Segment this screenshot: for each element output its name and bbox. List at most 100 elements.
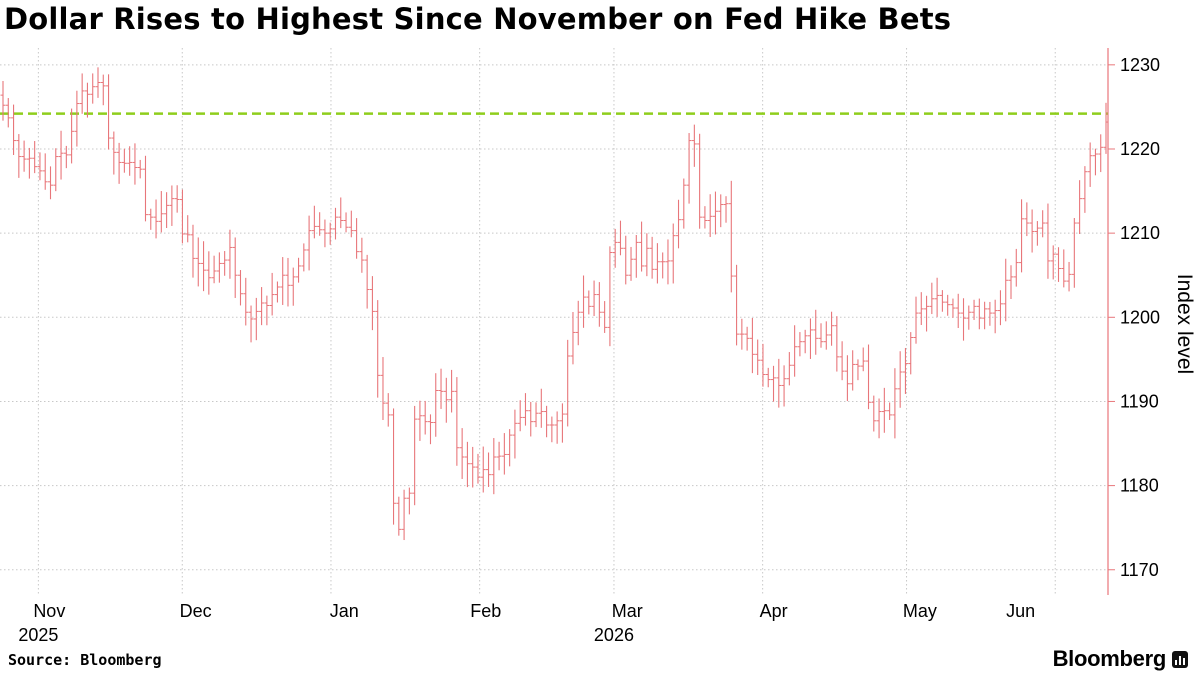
- ohlc-bar: [860, 347, 866, 372]
- ohlc-bar: [586, 290, 592, 315]
- ohlc-bar: [1050, 245, 1056, 280]
- ohlc-bar: [343, 212, 349, 233]
- ohlc-bar: [443, 377, 449, 423]
- ohlc-bar: [1071, 217, 1077, 288]
- ohlc-bar: [1098, 134, 1104, 173]
- ohlc-bar: [1066, 261, 1072, 292]
- y-axis-title: Index level: [1173, 274, 1196, 374]
- ohlc-bar: [522, 393, 528, 426]
- ohlc-bar: [359, 237, 365, 273]
- ohlc-bar: [892, 368, 898, 439]
- ohlc-bar: [918, 292, 924, 325]
- ohlc-bar: [285, 257, 291, 307]
- ohlc-bar: [137, 159, 143, 179]
- ohlc-bar: [697, 133, 703, 229]
- ohlc-bar: [132, 143, 138, 185]
- ohlc-bar: [897, 351, 903, 408]
- x-tick-label: May: [903, 601, 937, 621]
- ohlc-bar: [786, 352, 792, 386]
- ohlc-bar: [966, 305, 972, 330]
- x-year-label: 2026: [594, 625, 634, 645]
- x-tick-label: Jan: [330, 601, 359, 621]
- ohlc-bar: [639, 221, 645, 272]
- ohlc-bar: [243, 277, 249, 326]
- ohlc-bar: [274, 281, 280, 303]
- ohlc-bar: [612, 228, 618, 268]
- ohlc-bar: [164, 192, 170, 229]
- ohlc-bar: [939, 290, 945, 312]
- y-tick-label: 1170: [1120, 560, 1159, 580]
- y-tick-label: 1180: [1120, 476, 1159, 496]
- ohlc-bar: [427, 414, 433, 445]
- x-tick-label: Nov: [33, 601, 65, 621]
- ohlc-bar: [406, 487, 412, 515]
- ohlc-bar: [507, 429, 513, 467]
- x-year-label: 2025: [18, 625, 58, 645]
- ohlc-bar: [876, 398, 882, 439]
- brand-name: Bloomberg: [1052, 646, 1167, 671]
- ohlc-bar: [950, 298, 956, 318]
- ohlc-bar: [11, 104, 17, 155]
- ohlc-bar: [707, 194, 713, 238]
- ohlc-bar: [866, 344, 872, 410]
- ohlc-bar: [480, 446, 486, 493]
- ohlc-bar: [797, 332, 803, 357]
- ohlc-bar: [190, 224, 196, 278]
- ohlc-bar: [654, 243, 660, 284]
- ohlc-bar: [1045, 203, 1051, 279]
- ohlc-bar: [422, 400, 428, 435]
- ohlc-bar: [32, 141, 38, 174]
- ohlc-bar: [26, 147, 32, 179]
- ohlc-bar: [855, 359, 861, 381]
- ohlc-bar: [317, 212, 323, 236]
- ohlc-bar: [850, 350, 856, 391]
- bloomberg-terminal-icon: [1172, 650, 1188, 668]
- ohlc-bar: [549, 416, 555, 443]
- ohlc-bar: [464, 441, 470, 488]
- ohlc-bar: [95, 67, 101, 98]
- ohlc-bar: [823, 321, 829, 350]
- ohlc-bar: [676, 199, 682, 249]
- ohlc-bar: [174, 185, 180, 213]
- ohlc-bar: [79, 73, 85, 114]
- ohlc-bar: [744, 326, 750, 351]
- ohlc-bar: [596, 282, 602, 327]
- ohlc-bar: [195, 237, 201, 287]
- x-tick-label: Mar: [612, 601, 643, 621]
- ohlc-bar: [512, 409, 518, 459]
- ohlc-bar: [449, 369, 455, 413]
- ohlc-bar: [301, 243, 307, 272]
- ohlc-bar: [1019, 199, 1025, 273]
- ohlc-bar: [486, 452, 492, 487]
- ohlc-bar: [1024, 202, 1030, 237]
- ohlc-bar: [306, 215, 312, 271]
- ohlc-bar: [728, 180, 734, 293]
- ohlc-bar: [0, 80, 6, 121]
- ohlc-bar: [121, 148, 127, 173]
- ohlc-bar: [575, 300, 581, 346]
- y-axis: 1170 1180 1190 1200 1210 1220 1230: [1107, 48, 1160, 595]
- ohlc-bar: [839, 341, 845, 381]
- ohlc-bar: [222, 251, 228, 276]
- ohlc-bar: [945, 294, 951, 316]
- y-tick-label: 1200: [1120, 307, 1160, 327]
- ohlc-bar: [691, 124, 697, 167]
- ohlc-bar: [660, 252, 666, 279]
- ohlc-bar: [997, 290, 1003, 326]
- ohlc-bar: [37, 152, 43, 181]
- ohlc-bar: [628, 246, 634, 281]
- x-tick-label: Apr: [760, 601, 788, 621]
- ohlc-bar: [644, 233, 650, 277]
- ohlc-bar: [237, 270, 243, 306]
- ohlc-bar: [871, 395, 877, 432]
- ohlc-bar: [544, 405, 550, 438]
- ohlc-bar: [771, 365, 777, 402]
- ohlc-bar: [111, 131, 117, 175]
- ohlc-bar: [1040, 210, 1046, 238]
- ohlc-bar: [475, 453, 481, 484]
- source-note: Source: Bloomberg: [8, 651, 162, 669]
- ohlc-bar: [987, 301, 993, 326]
- ohlc-bar: [142, 155, 148, 222]
- ohlc-bar: [913, 296, 919, 344]
